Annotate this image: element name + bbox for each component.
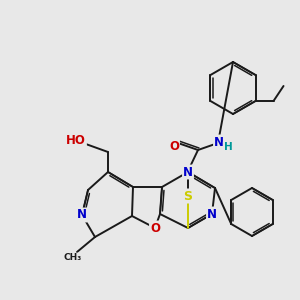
Text: N: N <box>77 208 87 221</box>
Text: O: O <box>150 221 160 235</box>
Text: HO: HO <box>66 134 86 146</box>
Text: S: S <box>184 190 193 202</box>
Text: CH₃: CH₃ <box>64 254 82 262</box>
Text: N: N <box>207 208 217 220</box>
Text: N: N <box>183 166 193 178</box>
Text: H: H <box>224 142 232 152</box>
Text: O: O <box>169 140 179 152</box>
Text: N: N <box>214 136 224 148</box>
